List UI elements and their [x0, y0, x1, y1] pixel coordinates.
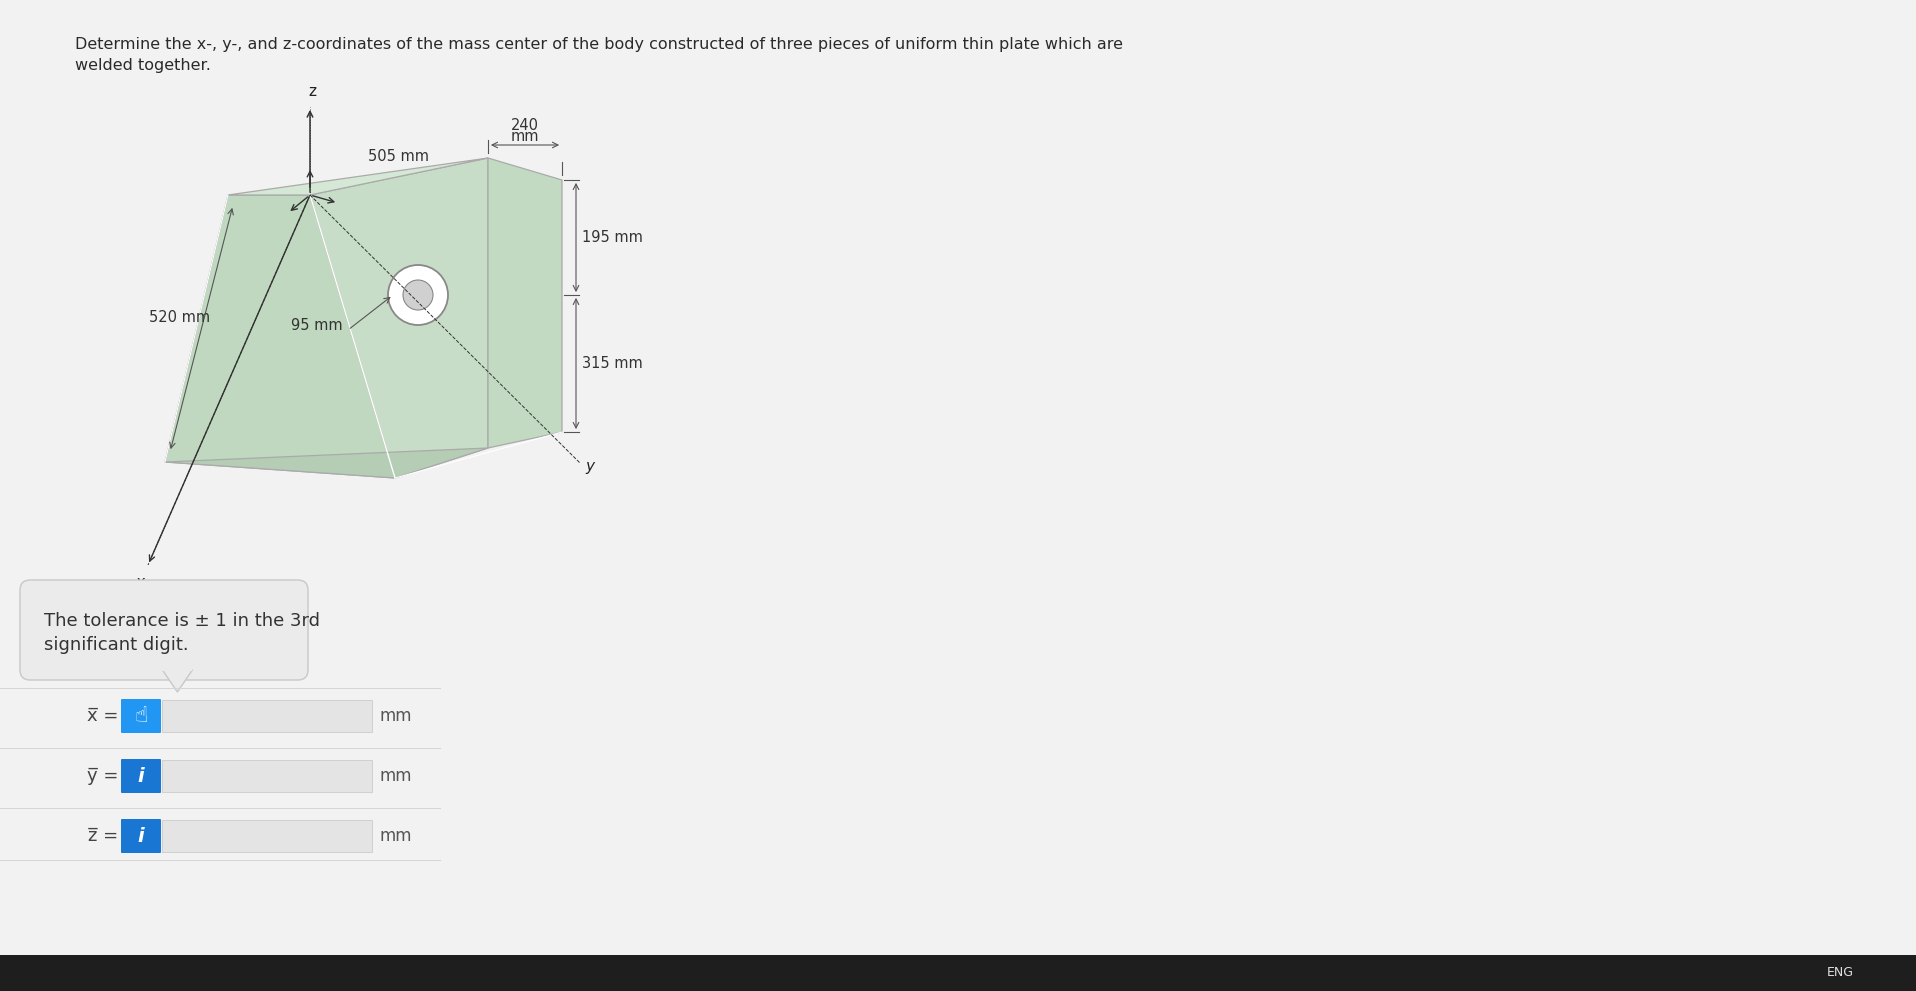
Bar — [0, 955, 1916, 991]
Text: z̅ =: z̅ = — [88, 827, 119, 845]
Text: x: x — [136, 575, 144, 590]
Polygon shape — [228, 158, 489, 195]
Polygon shape — [165, 195, 395, 478]
Text: y: y — [584, 459, 594, 474]
Text: i: i — [138, 826, 144, 845]
Text: 520 mm: 520 mm — [149, 310, 211, 325]
Text: x̅ =: x̅ = — [86, 707, 119, 725]
Polygon shape — [310, 158, 489, 478]
Text: i: i — [138, 766, 144, 786]
Text: Determine the x-, y-, and z-coordinates of the mass center of the body construct: Determine the x-, y-, and z-coordinates … — [75, 37, 1123, 52]
Text: mm: mm — [379, 767, 412, 785]
Text: welded together.: welded together. — [75, 58, 211, 73]
FancyBboxPatch shape — [121, 699, 161, 733]
Text: ENG: ENG — [1826, 966, 1853, 979]
Text: 195 mm: 195 mm — [582, 230, 644, 245]
Polygon shape — [165, 448, 489, 478]
Text: 505 mm: 505 mm — [368, 149, 429, 164]
FancyBboxPatch shape — [121, 819, 161, 853]
Polygon shape — [163, 670, 192, 692]
FancyBboxPatch shape — [163, 760, 372, 792]
Text: The tolerance is ± 1 in the 3rd: The tolerance is ± 1 in the 3rd — [44, 612, 320, 630]
Text: 315 mm: 315 mm — [582, 356, 642, 371]
Circle shape — [389, 265, 448, 325]
Text: 240: 240 — [512, 118, 538, 133]
Polygon shape — [489, 158, 561, 448]
Text: y̅ =: y̅ = — [86, 767, 119, 785]
Circle shape — [402, 280, 433, 310]
Text: mm: mm — [512, 129, 538, 144]
Text: mm: mm — [379, 707, 412, 725]
FancyBboxPatch shape — [163, 820, 372, 852]
Text: significant digit.: significant digit. — [44, 636, 188, 654]
Text: ☝: ☝ — [134, 706, 148, 726]
FancyBboxPatch shape — [19, 580, 308, 680]
Text: z: z — [308, 84, 316, 99]
FancyBboxPatch shape — [163, 700, 372, 732]
Text: mm: mm — [379, 827, 412, 845]
Text: 95 mm: 95 mm — [291, 318, 343, 333]
FancyBboxPatch shape — [121, 759, 161, 793]
